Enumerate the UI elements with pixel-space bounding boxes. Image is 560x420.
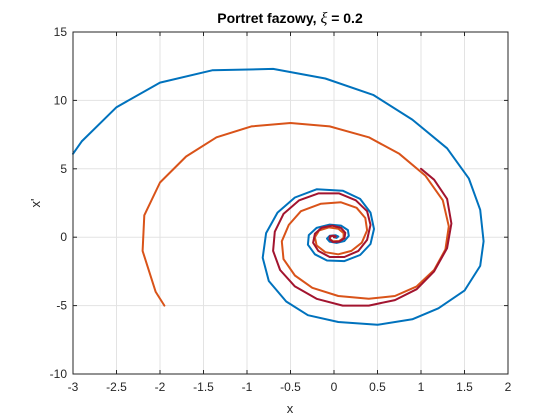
x-tick-label: -1.5 [193, 380, 214, 394]
x-tick-label: 2 [505, 380, 512, 394]
x-axis-label: x [287, 401, 294, 416]
x-tick-label: -0.5 [280, 380, 301, 394]
y-tick-label: -5 [56, 299, 67, 313]
y-tick-label: 5 [60, 162, 67, 176]
y-axis-label: x' [28, 199, 43, 208]
x-tick-label: -2.5 [106, 380, 127, 394]
trajectory-line-1 [72, 67, 485, 326]
x-tick-label: -1 [242, 380, 253, 394]
x-tick-label: 1.5 [456, 380, 473, 394]
x-tick-label: 0 [331, 380, 338, 394]
y-tick-label: 0 [60, 230, 67, 244]
x-tick-label: 0.5 [369, 380, 386, 394]
x-tick-label: 1 [418, 380, 425, 394]
y-tick-label: 15 [54, 25, 68, 39]
y-tick-label: -10 [50, 367, 68, 381]
y-tick-label: 10 [54, 93, 68, 107]
chart-title: Portret fazowy, ξ = 0.2 [217, 10, 363, 27]
x-tick-label: -3 [68, 380, 79, 394]
x-tick-label: -2 [155, 380, 166, 394]
series-layer [72, 67, 485, 326]
trajectory-line-2 [141, 122, 450, 307]
tick-layer: -3 -2.5 -2 -1.5 -1 -0.5 0 0.5 1 1.5 2 -10 -5 0 5 10 15 [50, 25, 512, 394]
trajectory-line-3 [272, 167, 453, 307]
